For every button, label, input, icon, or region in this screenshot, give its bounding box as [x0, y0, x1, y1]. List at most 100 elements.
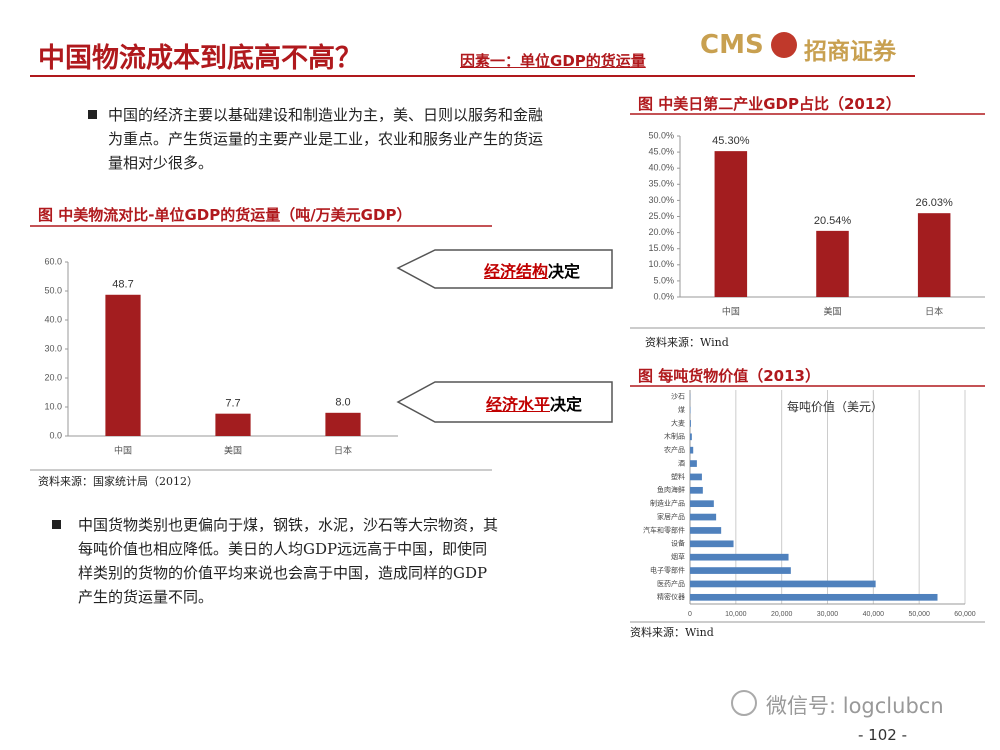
value-label: 7.7 [225, 398, 240, 410]
value-label: 48.7 [112, 279, 133, 291]
y-tick-label: 20.0 [44, 372, 62, 382]
logo-icon [771, 32, 797, 58]
bar [690, 593, 938, 601]
slide-title: 中国物流成本到底高不高？ [38, 43, 362, 74]
chart-title: 图 每吨货物价值（2013） [638, 367, 820, 385]
y-tick-label: 农产品 [664, 445, 685, 454]
bullet-text: 中国的经济主要以基础建设和制造业为主，美、日则以服务和金融为重点。产生货运量的主… [108, 106, 544, 172]
bar [690, 446, 694, 454]
y-tick-label: 电子零部件 [650, 565, 685, 574]
chart-title: 图 中美日第二产业GDP占比（2012） [638, 95, 901, 113]
y-tick-label: 木制品 [664, 432, 685, 441]
y-tick-label: 30.0% [648, 195, 674, 205]
bar [816, 230, 849, 297]
bar [690, 500, 714, 508]
y-tick-label: 60.0 [44, 256, 62, 266]
bar [690, 433, 692, 441]
slide-subtitle: 因素一：单位GDP的货运量 [460, 52, 646, 70]
bar [690, 460, 697, 467]
bar [917, 213, 951, 297]
x-tick-label: 20,000 [771, 611, 793, 618]
callout: 经济结构决定 [484, 258, 580, 282]
y-tick-label: 酒 [678, 459, 685, 467]
bar [690, 553, 789, 561]
chart-title: 图 中美物流对比-单位GDP的货运量（吨/万美元GDP） [38, 206, 412, 224]
x-tick-label: 30,000 [817, 611, 839, 618]
y-tick-label: 45.0% [648, 146, 674, 156]
x-tick-label: 日本 [334, 444, 352, 455]
y-tick-label: 35.0% [648, 179, 674, 189]
x-tick-label: 60,000 [954, 611, 976, 618]
y-tick-label: 汽车和零部件 [643, 525, 685, 534]
bar [690, 473, 702, 481]
y-tick-label: 15.0% [648, 243, 674, 253]
callout-highlight: 经济结构 [484, 262, 549, 281]
y-tick-label: 10.0% [648, 259, 674, 269]
value-label: 26.03% [916, 197, 954, 209]
value-label: 20.54% [814, 215, 852, 227]
watermark: 微信号: logclubcn [766, 694, 944, 718]
y-tick-label: 40.0% [648, 163, 674, 173]
y-tick-label: 精密仪器 [657, 592, 685, 601]
value-label: 8.0 [335, 397, 350, 409]
callout-arrow [396, 381, 613, 423]
y-tick-label: 设备 [671, 539, 685, 548]
logo-text: 招商证券 [804, 39, 896, 65]
y-tick-label: 家居产品 [657, 512, 685, 521]
x-tick-label: 中国 [722, 305, 740, 316]
y-tick-label: 30.0 [44, 343, 62, 353]
value-label: 45.30% [712, 135, 750, 147]
callout-highlight: 经济水平 [486, 395, 551, 414]
wechat-icon [731, 690, 757, 716]
x-tick-label: 中国 [114, 444, 132, 455]
x-tick-label: 10,000 [725, 611, 747, 618]
callout-text: 决定 [550, 395, 583, 414]
callout-text: 决定 [548, 262, 581, 281]
callout: 经济水平决定 [486, 391, 582, 415]
x-tick-label: 40,000 [863, 611, 885, 618]
chart-source: 资料来源：Wind [645, 336, 729, 349]
y-tick-label: 10.0 [44, 401, 62, 411]
y-tick-label: 煤 [678, 405, 685, 414]
y-tick-label: 50.0 [44, 285, 62, 295]
y-tick-label: 大麦 [671, 418, 685, 427]
y-tick-label: 50.0% [648, 130, 674, 140]
chart-annotation: 每吨价值（美元） [787, 399, 883, 414]
y-tick-label: 0.0% [653, 291, 674, 301]
x-tick-label: 美国 [224, 444, 242, 455]
page-number: - 102 - [858, 726, 907, 744]
y-tick-label: 25.0% [648, 211, 674, 221]
y-tick-label: 40.0 [44, 314, 62, 324]
bar [690, 527, 722, 534]
logo-text: CMS [700, 30, 764, 60]
bullet-text: 中国货物类别也更偏向于煤，钢铁，水泥，沙石等大宗物资，其每吨价值也相应降低。美日… [78, 516, 499, 606]
x-tick-label: 50,000 [908, 611, 930, 618]
y-tick-label: 20.0% [648, 227, 674, 237]
bar [690, 567, 791, 574]
y-tick-label: 塑料 [671, 472, 685, 481]
bar [105, 294, 141, 436]
bullet-marker [88, 110, 97, 119]
y-tick-label: 医药产品 [657, 579, 685, 588]
bar [690, 486, 703, 494]
bar [714, 151, 748, 297]
y-tick-label: 5.0% [653, 275, 674, 285]
y-tick-label: 烟草 [671, 552, 685, 561]
bar [690, 580, 876, 588]
y-tick-label: 0.0 [49, 430, 62, 440]
chart-source: 资料来源：Wind [630, 626, 714, 639]
x-tick-label: 日本 [925, 305, 943, 316]
y-tick-label: 沙石 [671, 393, 685, 401]
y-tick-label: 制造业产品 [650, 499, 685, 508]
bar [690, 513, 717, 521]
x-tick-label: 美国 [823, 305, 841, 316]
bullet-marker [52, 520, 61, 529]
y-tick-label: 鱼肉海鲜 [657, 485, 685, 494]
x-tick-label: 0 [688, 611, 692, 618]
bar [690, 420, 691, 427]
bar [690, 540, 734, 548]
bar [215, 413, 251, 436]
callout-arrow [396, 249, 613, 289]
